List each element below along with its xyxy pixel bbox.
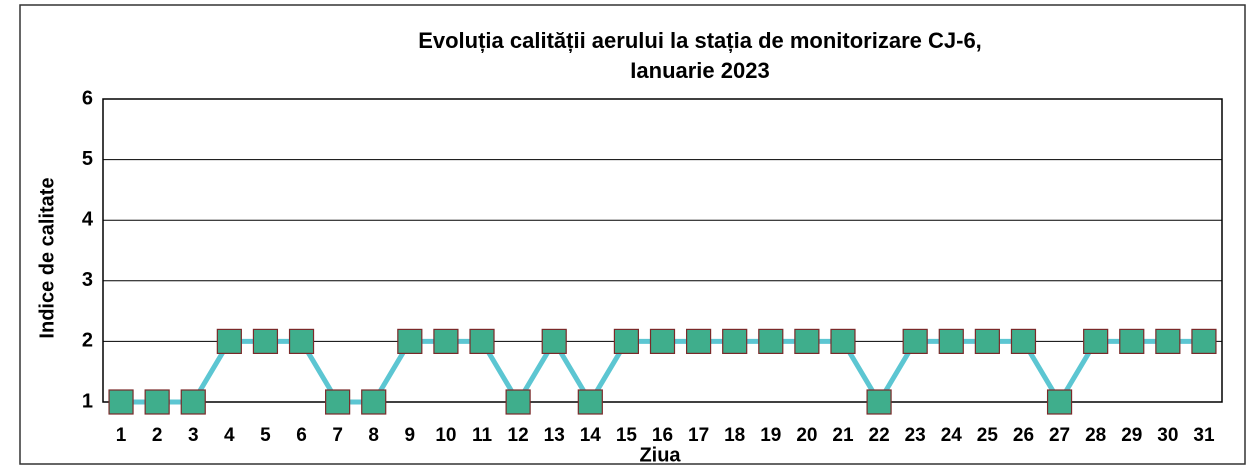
data-point [288,328,315,354]
data-point [866,389,892,415]
data-point [1119,328,1145,354]
x-tick-label: 10 [435,425,456,446]
y-tick-label: 1 [82,390,93,412]
data-point [252,328,279,354]
plot-area [102,98,1223,403]
x-tick-label: 20 [796,425,817,446]
x-tick-label: 14 [580,425,602,446]
x-tick-label: 8 [368,425,379,446]
x-tick-label: 12 [508,425,529,446]
x-tick-label: 17 [688,425,709,446]
data-point [361,389,387,415]
data-point [974,328,1000,354]
data-point [1083,328,1109,354]
y-tick-label: 3 [82,269,93,291]
data-point [613,328,640,354]
data-point [144,389,170,415]
x-tick-label: 2 [152,425,163,446]
x-tick-label: 16 [652,425,673,446]
data-point [325,389,351,415]
x-tick-label: 19 [760,425,781,446]
chart-title: Evoluția calității aerului la stația de … [418,28,982,53]
x-tick-label: 13 [544,425,565,446]
data-point [1010,328,1037,354]
data-point [830,328,856,354]
y-tick-label: 4 [82,208,94,230]
x-tick-label: 6 [296,425,307,446]
x-axis-label: Ziua [639,444,681,466]
data-point [938,328,964,354]
y-tick-label: 6 [82,87,93,109]
x-tick-label: 7 [332,425,343,446]
x-tick-label: 1 [116,425,127,446]
data-point [108,389,134,415]
data-point [433,328,459,354]
data-point [1191,328,1217,354]
data-point [722,328,748,354]
x-tick-label: 11 [472,425,493,446]
data-point [180,389,206,415]
data-point [1046,389,1073,415]
data-point [541,328,567,354]
x-tick-label: 18 [724,425,745,446]
x-tick-label: 22 [869,425,890,446]
x-tick-label: 5 [260,425,271,446]
x-tick-label: 26 [1013,425,1034,446]
x-tick-label: 27 [1049,425,1070,446]
data-point [577,389,603,415]
data-point [649,328,676,354]
data-point [685,328,712,354]
data-point [902,328,928,354]
x-tick-label: 29 [1121,425,1142,446]
x-tick-label: 28 [1085,425,1106,446]
x-tick-label: 25 [977,425,999,446]
data-point [216,328,242,354]
x-tick-label: 30 [1157,425,1178,446]
x-tick-label: 23 [905,425,926,446]
data-point [1155,328,1181,354]
y-tick-label: 2 [82,330,93,352]
data-point [758,328,784,354]
x-tick-label: 21 [832,425,854,446]
x-tick-label: 15 [616,425,638,446]
x-tick-label: 24 [941,425,963,446]
x-tick-label: 31 [1193,425,1215,446]
data-point [794,328,820,354]
data-point [469,328,495,354]
x-tick-label: 9 [405,425,416,446]
y-tick-label: 5 [82,148,93,170]
y-axis-label: Indice de calitate [36,177,58,338]
chart-title: Ianuarie 2023 [630,58,769,83]
x-tick-label: 4 [224,425,235,446]
x-tick-label: 3 [188,425,199,446]
data-point [505,389,531,415]
data-point [397,328,423,354]
